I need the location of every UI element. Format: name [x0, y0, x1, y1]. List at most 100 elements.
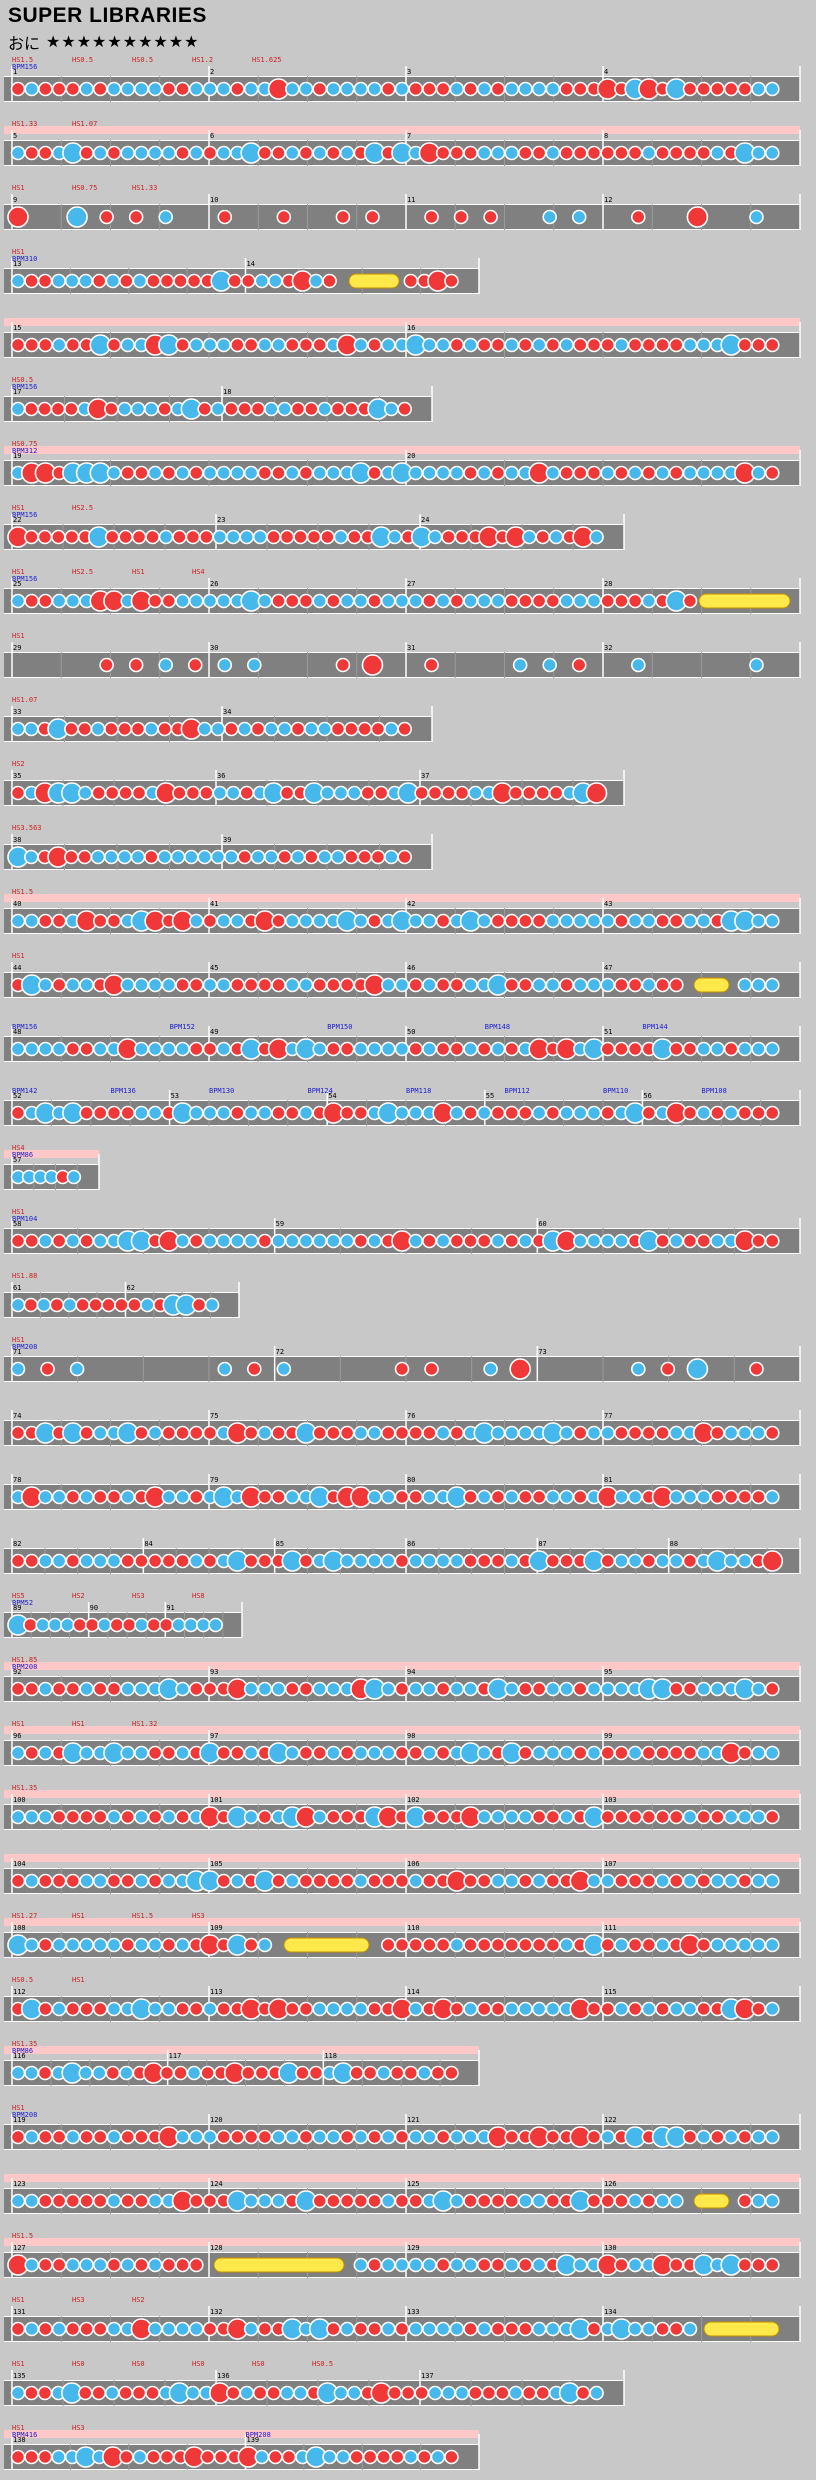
don-note [463, 1937, 478, 1953]
ka-note [210, 849, 226, 865]
ka-note [422, 913, 437, 929]
scroll-speed-label: HS1 [12, 632, 25, 640]
don-note [490, 337, 506, 353]
don-note [298, 1873, 314, 1889]
ka-note [339, 1553, 355, 1569]
don-note [361, 654, 384, 676]
ka-note [339, 2321, 355, 2337]
ka-note [326, 2001, 341, 2017]
ka-note [239, 529, 255, 545]
don-note [10, 1681, 26, 1697]
don-note [290, 401, 306, 417]
ka-note [380, 977, 396, 993]
ka-note [254, 2449, 270, 2465]
ka-note [79, 2257, 94, 2273]
don-note [230, 977, 245, 993]
don-note [559, 465, 574, 481]
don-note [723, 81, 739, 97]
ka-note [157, 849, 172, 865]
drumroll [698, 593, 791, 609]
bar-number: 29 [13, 644, 21, 652]
ka-note [298, 1233, 314, 1249]
ka-note [243, 2193, 259, 2209]
ka-note [627, 1745, 643, 1761]
ka-note [333, 785, 349, 801]
ka-note [130, 849, 146, 865]
don-note [422, 81, 437, 97]
ka-note [134, 1873, 149, 1889]
don-note [134, 1425, 149, 1441]
gogo-band [4, 2046, 479, 2054]
don-note [188, 1425, 204, 1441]
ka-note [106, 81, 122, 97]
scroll-speed-label: HS1.27 [12, 1912, 37, 1920]
don-note [172, 529, 187, 545]
bpm-label: BPM156 [12, 383, 37, 391]
ka-note [542, 209, 557, 225]
don-note [65, 1553, 81, 1569]
don-note [279, 529, 295, 545]
ka-note [10, 401, 26, 417]
ka-note [641, 2321, 657, 2337]
don-note [38, 2193, 53, 2209]
ka-note [463, 337, 478, 353]
don-note [435, 2257, 451, 2273]
ka-note [476, 465, 492, 481]
scroll-speed-label: HS1 [12, 568, 25, 576]
don-note [51, 1809, 67, 1825]
bar-number: 51 [604, 1028, 612, 1036]
don-note [422, 1425, 437, 1441]
ka-note [175, 1041, 190, 1057]
ka-note [230, 1233, 245, 1249]
ka-note [326, 465, 341, 481]
drumroll [703, 2321, 780, 2337]
ka-note [284, 1873, 300, 1889]
bar-number: 136 [217, 2372, 230, 2380]
don-note [147, 1873, 163, 1889]
ka-note [69, 1361, 85, 1377]
ka-note [614, 1233, 629, 1249]
ka-note [188, 913, 204, 929]
don-note [614, 145, 629, 161]
bar-number: 58 [13, 1220, 21, 1228]
ka-note [751, 1873, 766, 1889]
difficulty-stars: ★★★★★★★★★★ [46, 34, 200, 51]
don-note [723, 1041, 739, 1057]
don-note [408, 1937, 424, 1953]
ka-note [589, 2385, 604, 2401]
don-note [373, 785, 389, 801]
scroll-speed-label: HS1.07 [72, 120, 97, 128]
bar-number: 128 [210, 2244, 223, 2252]
ka-note [147, 1105, 163, 1121]
don-note [389, 2449, 405, 2465]
don-note [23, 1617, 38, 1633]
don-note [641, 1937, 657, 1953]
bar-number: 112 [13, 1988, 26, 1996]
scroll-speed-label: HS4 [192, 568, 205, 576]
don-note [696, 1809, 712, 1825]
don-note [600, 2193, 616, 2209]
ka-note [60, 1617, 75, 1633]
don-note [40, 1361, 55, 1377]
ka-note [161, 2321, 177, 2337]
don-note [600, 1937, 616, 1953]
don-note [548, 785, 564, 801]
don-note [518, 1681, 533, 1697]
ka-note [208, 1617, 223, 1633]
don-note [227, 273, 243, 289]
ka-note [51, 1553, 67, 1569]
don-note [476, 2257, 492, 2273]
ka-note [764, 1489, 780, 1505]
ka-note [449, 1553, 465, 1569]
don-note [572, 1489, 588, 1505]
scroll-speed-label: HS1 [12, 2424, 25, 2432]
ka-note [204, 1297, 220, 1313]
ka-note [90, 849, 106, 865]
don-note [545, 1553, 561, 1569]
ka-note [600, 2129, 616, 2145]
don-note [127, 1297, 142, 1313]
ka-note [79, 1489, 94, 1505]
ka-note [239, 2385, 255, 2401]
ka-note [710, 1937, 725, 1953]
don-note [435, 1809, 451, 1825]
